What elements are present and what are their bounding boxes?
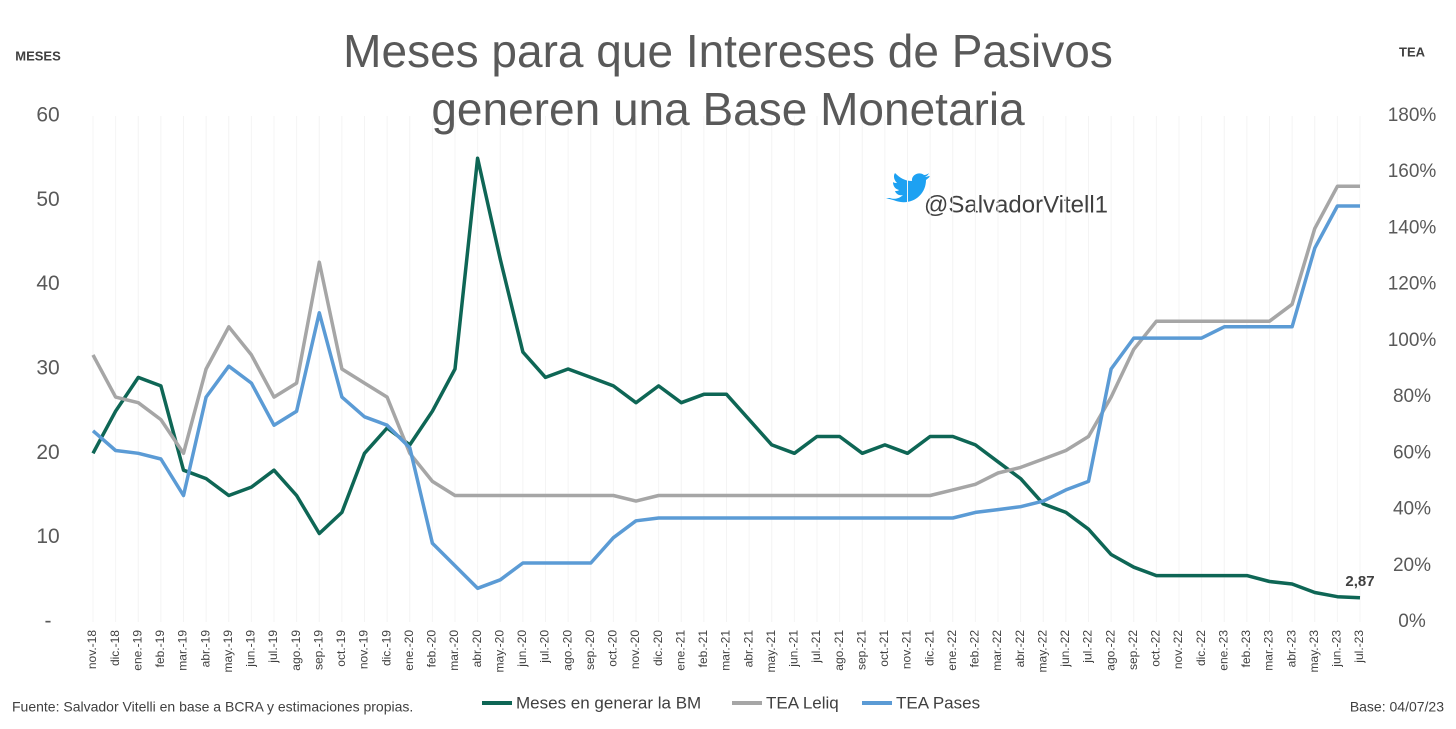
x-tick-label: nov.-20 [628,630,642,669]
x-tick-label: feb.-20 [425,630,439,668]
annotation: @SalvadorVitell1 [924,191,1108,218]
x-tick-label: jun.-20 [515,630,529,668]
y2-tick-label: 160% [1388,161,1437,182]
x-tick-label: ene.-22 [945,630,959,671]
x-tick-label: jul.-21 [809,630,823,664]
series-line [91,156,1361,600]
data-label: 2,87 [1345,573,1374,590]
x-tick-label: may.-22 [1035,630,1049,673]
x-tick-label: abr.-21 [741,630,755,668]
x-tick-label: oct.-22 [1149,630,1163,667]
y-tick-label: 10 [36,525,59,548]
x-tick-label: may.-21 [764,630,778,673]
x-tick-label: nov.-18 [85,630,99,669]
y2-tick-label: 120% [1388,274,1437,295]
y2-tick-label: 140% [1388,217,1437,238]
y2-tick-label: 0% [1398,611,1426,632]
x-tick-label: feb.-19 [153,630,167,668]
y2-tick-label: 100% [1388,330,1437,351]
y2-tick-label: 80% [1393,386,1431,407]
x-tick-label: dic.-21 [922,630,936,666]
x-tick-label: dic.-22 [1194,630,1208,666]
y-tick-label: 40 [36,272,59,295]
x-tick-label: jun.-19 [244,630,258,668]
y-tick-label: 60 [36,104,59,127]
x-tick-label: ago.-21 [832,630,846,671]
x-tick-label: nov.-19 [357,630,371,669]
x-tick-label: mar.-22 [990,630,1004,671]
x-tick-label: abr.-20 [470,630,484,668]
y-tick-label: 20 [36,441,59,464]
x-tick-label: jun.-23 [1330,630,1344,668]
x-tick-label: abr.-22 [1013,630,1027,668]
x-tick-label: ago.-20 [560,630,574,671]
x-tick-label: jul.-19 [266,630,280,664]
series-line [91,204,1360,591]
base-date: Base: 04/07/23 [1350,699,1444,715]
x-tick-label: oct.-19 [334,630,348,667]
x-tick-label: dic.-20 [651,630,665,666]
legend-label: Meses en generar la BM [516,693,701,712]
x-tick-label: ene.-19 [130,630,144,671]
x-tick-label: abr.-23 [1284,630,1298,668]
x-tick-label: feb.-23 [1239,630,1253,668]
y2-tick-label: 60% [1393,442,1431,463]
x-tick-label: ene.-20 [402,630,416,671]
x-tick-label: sep.-19 [311,630,325,670]
x-tick-label: feb.-22 [968,630,982,668]
x-tick-label: dic.-19 [379,630,393,666]
x-tick-label: dic.-18 [108,630,122,666]
x-tick-label: jun.-21 [787,630,801,668]
series-line [91,184,1360,503]
x-tick-label: ago.-19 [289,630,303,671]
x-tick-label: feb.-21 [696,630,710,668]
x-tick-label: mar.-21 [719,630,733,671]
x-tick-label: may.-23 [1307,630,1321,673]
x-tick-label: sep.-21 [854,630,868,670]
x-tick-label: oct.-21 [877,630,891,667]
x-tick-label: sep.-20 [583,630,597,670]
x-tick-label: abr.-19 [198,630,212,668]
x-tick-label: mar.-20 [447,630,461,671]
x-tick-label: ene.-21 [673,630,687,671]
x-tick-label: nov.-21 [900,630,914,669]
x-tick-label: mar.-19 [176,630,190,671]
x-tick-label: ene.-23 [1216,630,1230,671]
y2-axis-label: TEA [1399,44,1426,59]
chart-title: Meses para que Intereses de Pasivos gene… [343,25,1113,135]
x-tick-label: oct.-20 [606,630,620,667]
y2-tick-label: 20% [1393,555,1431,576]
x-tick-label: jul.-20 [538,630,552,664]
x-tick-label: sep.-22 [1126,630,1140,670]
x-tick-label: nov.-22 [1171,630,1185,669]
x-tick-label: jul.-22 [1081,630,1095,664]
x-tick-label: ago.-22 [1103,630,1117,671]
x-tick-label: may.-19 [221,630,235,673]
y-tick-label: - [45,610,52,633]
x-tick-label: may.-20 [492,630,506,673]
y-tick-label: 50 [36,188,59,211]
legend-label: TEA Leliq [766,693,839,712]
legend-label: TEA Pases [896,693,980,712]
source-note: Fuente: Salvador Vitelli en base a BCRA … [12,699,413,715]
y2-tick-label: 180% [1388,105,1437,126]
x-tick-label: mar.-23 [1262,630,1276,671]
x-tick-label: jul.-23 [1352,630,1366,664]
x-tick-label: jun.-22 [1058,630,1072,668]
y-axis-label: MESES [15,48,61,63]
y-tick-label: 30 [36,357,59,380]
y2-tick-label: 40% [1393,499,1431,520]
